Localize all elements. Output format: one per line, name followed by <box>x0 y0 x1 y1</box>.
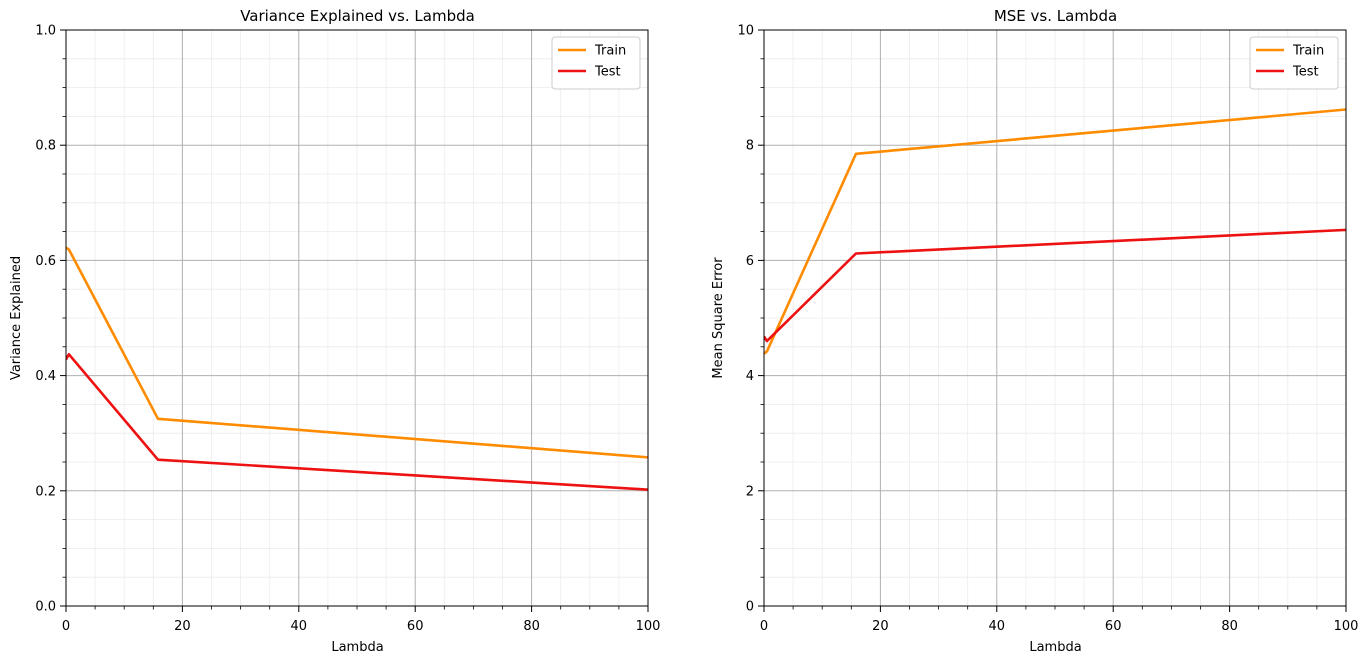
legend-label-train: Train <box>594 44 626 59</box>
y-tick-label: 0.8 <box>35 139 56 154</box>
y-tick-label: 0 <box>746 600 754 615</box>
x-tick-label: 100 <box>1334 619 1359 634</box>
chart-title: Variance Explained vs. Lambda <box>240 7 475 25</box>
y-axis-label: Variance Explained <box>9 256 24 380</box>
x-tick-label: 0 <box>62 619 70 634</box>
x-tick-label: 20 <box>174 619 191 634</box>
mse-chart: MSE vs. Lambda Lambda Mean Square Error … <box>711 7 1358 655</box>
y-tick-label: 4 <box>746 369 754 384</box>
y-tick-label: 1.0 <box>35 24 56 39</box>
x-tick-label: 40 <box>989 619 1006 634</box>
series-line-test <box>66 352 648 491</box>
legend-label-test: Test <box>1292 65 1319 80</box>
series-line-train <box>764 108 1346 355</box>
x-tick-label: 20 <box>872 619 889 634</box>
axes-frame <box>763 29 1347 607</box>
x-tick-label: 100 <box>636 619 661 634</box>
y-tick-label: 10 <box>737 24 754 39</box>
x-tick-label: 60 <box>407 619 424 634</box>
y-tick-label: 2 <box>746 484 754 499</box>
y-tick-label: 6 <box>746 254 754 269</box>
legend-label-test: Test <box>594 65 621 80</box>
x-tick-label: 60 <box>1105 619 1122 634</box>
y-axis-label: Mean Square Error <box>711 257 726 379</box>
y-tick-label: 0.2 <box>35 484 56 499</box>
x-axis-label: Lambda <box>1029 640 1081 655</box>
y-tick-label: 0.0 <box>35 600 56 615</box>
variance-explained-chart: Variance Explained vs. Lambda Lambda Var… <box>9 7 660 655</box>
x-tick-label: 0 <box>760 619 768 634</box>
legend: Train Test <box>1249 36 1339 90</box>
y-tick-label: 0.4 <box>35 369 56 384</box>
x-tick-label: 80 <box>523 619 540 634</box>
legend-label-train: Train <box>1292 44 1324 59</box>
x-tick-label: 80 <box>1221 619 1238 634</box>
series-line-test <box>764 228 1346 343</box>
y-tick-label: 0.6 <box>35 254 56 269</box>
legend: Train Test <box>551 36 641 90</box>
chart-title: MSE vs. Lambda <box>994 7 1117 25</box>
x-axis-label: Lambda <box>331 640 383 655</box>
series-line-train <box>66 246 648 459</box>
x-tick-label: 40 <box>291 619 308 634</box>
grid <box>65 29 649 607</box>
y-tick-label: 8 <box>746 139 754 154</box>
axes-frame <box>65 29 649 607</box>
